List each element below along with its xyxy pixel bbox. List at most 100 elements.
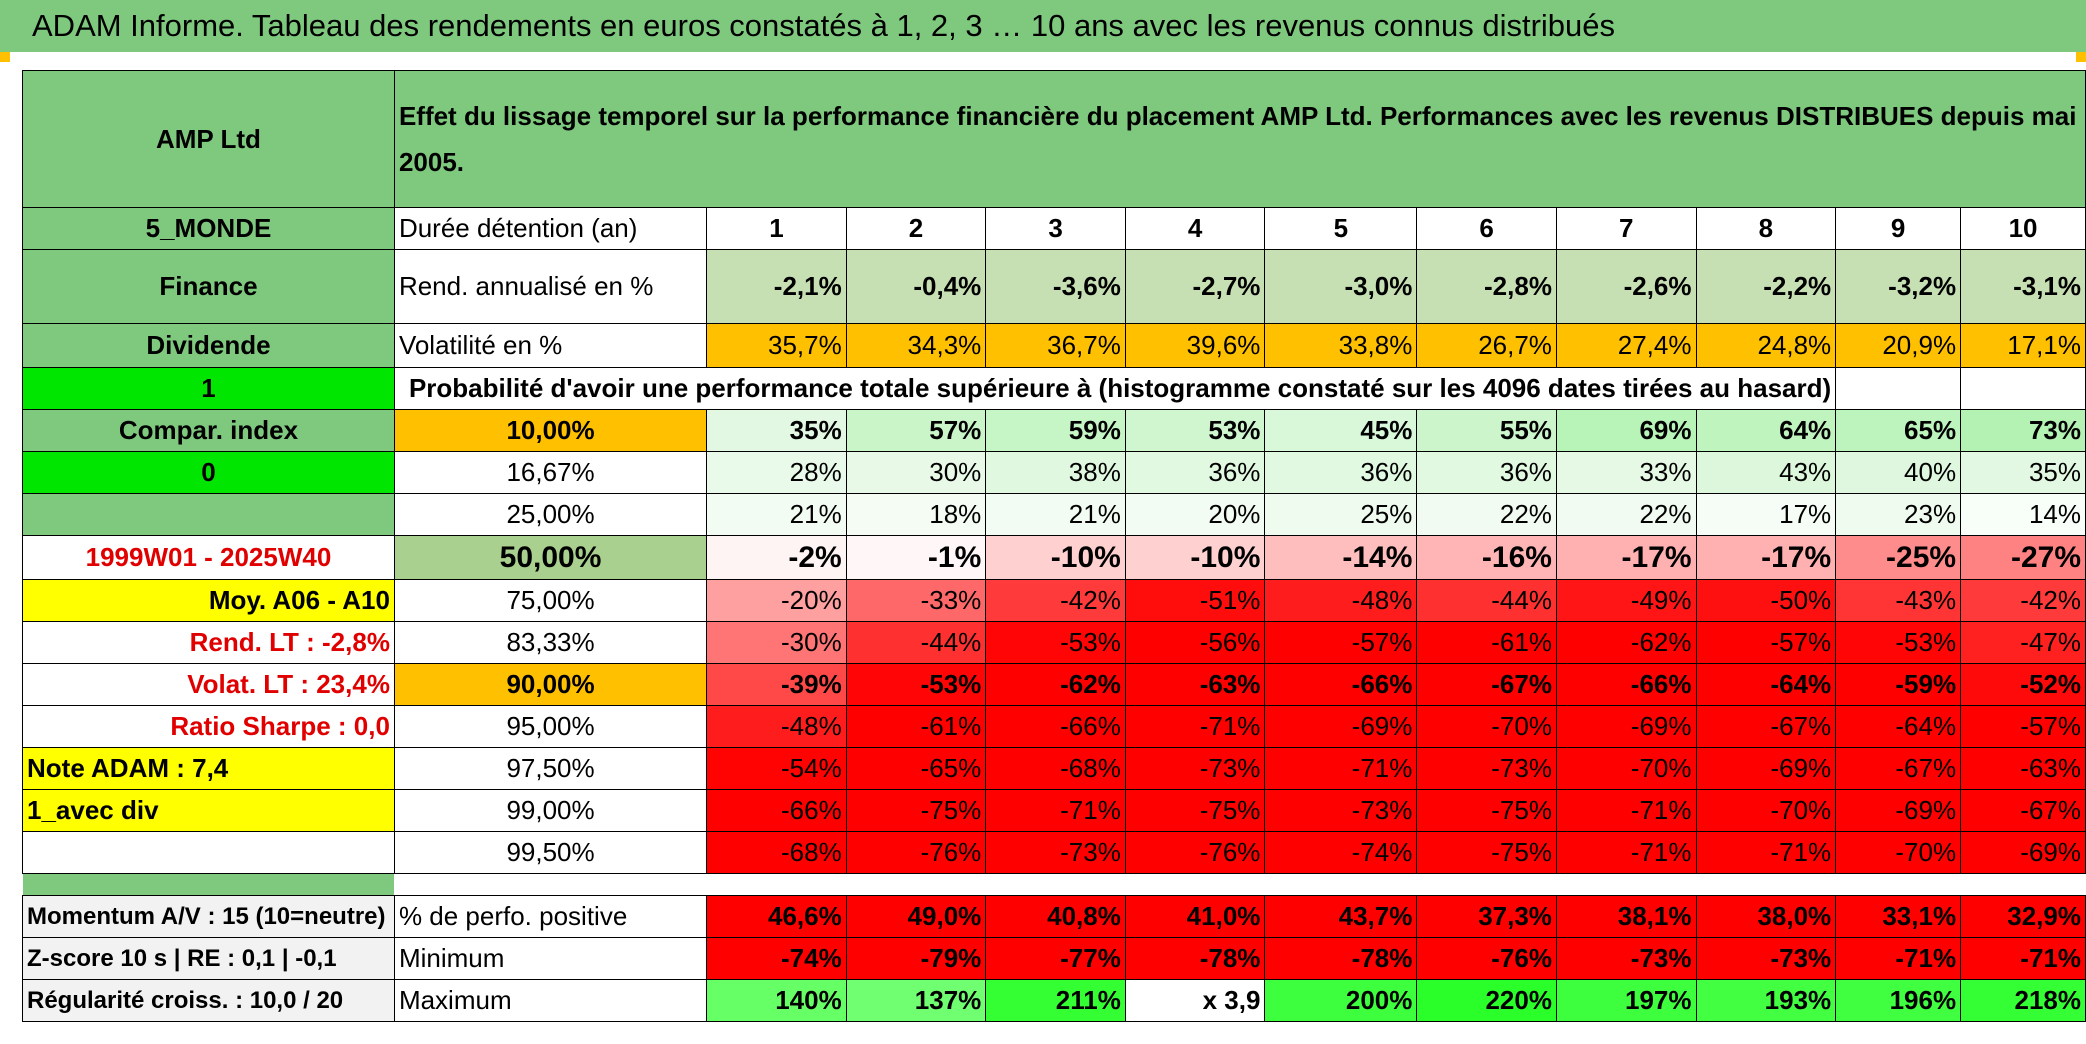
- percentile-value: -64%: [1695, 663, 1837, 706]
- percentile-value: -1%: [845, 535, 987, 580]
- minimum-value: -74%: [706, 937, 847, 980]
- year-header-4: 4: [1124, 207, 1266, 250]
- flag-2-cell: 0: [22, 451, 395, 494]
- percentile-value: 30%: [845, 451, 987, 494]
- positive-value: 38,0%: [1695, 895, 1837, 938]
- percentile-value: -69%: [1555, 705, 1697, 748]
- category-cell: 5_MONDE: [22, 207, 395, 250]
- percentile-value: 23%: [1835, 493, 1962, 536]
- spacer-row: [22, 873, 2086, 896]
- percentile-value: 22%: [1555, 493, 1697, 536]
- regularite-cell: Régularité croiss. : 10,0 / 20: [22, 979, 395, 1022]
- proba-label: Probabilité d'avoir une performance tota…: [393, 367, 1837, 410]
- percentile-value: -10%: [1124, 535, 1266, 580]
- vol-value-10: 17,1%: [1960, 323, 2086, 368]
- percentile-value: 17%: [1695, 493, 1837, 536]
- percentile-value: 21%: [706, 493, 847, 536]
- maximum-value: 200%: [1264, 979, 1418, 1022]
- percentile-value: 14%: [1960, 493, 2086, 536]
- vol-value-6: 26,7%: [1416, 323, 1557, 368]
- sector-cell: Finance: [22, 249, 395, 324]
- minimum-value: -76%: [1416, 937, 1557, 980]
- proba-empty-2: [1960, 367, 2086, 410]
- zscore-cell: Z-score 10 s | RE : 0,1 | -0,1: [22, 937, 395, 980]
- percentile-row: 99,50% -68% -76% -73% -76% -74% -75% -71% -71% -7…: [22, 831, 2086, 874]
- percentile-value: -75%: [845, 789, 987, 832]
- percentile-threshold: 99,00%: [393, 789, 708, 832]
- percentile-value: -69%: [1264, 705, 1418, 748]
- minimum-value: -77%: [985, 937, 1126, 980]
- spacer-green: [22, 873, 395, 896]
- rend-value-3: -3,6%: [985, 249, 1126, 324]
- percentile-value: -66%: [706, 789, 847, 832]
- percentile-value: -48%: [706, 705, 847, 748]
- percentile-value: 73%: [1960, 409, 2086, 452]
- percentile-value: -25%: [1835, 535, 1962, 580]
- percentile-value: 25%: [1264, 493, 1418, 536]
- percentile-value: -76%: [845, 831, 987, 874]
- percentile-row: 0 16,67% 28% 30% 38% 36% 36% 36% 33% 43% 40% 35%: [22, 451, 2086, 494]
- percentile-value: -16%: [1416, 535, 1557, 580]
- positive-value: 40,8%: [985, 895, 1126, 938]
- maximum-label: Maximum: [393, 979, 708, 1022]
- percentile-value: -49%: [1555, 579, 1697, 622]
- percentile-threshold: 90,00%: [393, 663, 708, 706]
- div-cell: 1_avec div: [22, 789, 395, 832]
- percentile-value: 53%: [1124, 409, 1266, 452]
- rend-lt-cell: Rend. LT : -2,8%: [22, 621, 395, 664]
- percentile-value: -50%: [1695, 579, 1837, 622]
- percentile-value: -73%: [1264, 789, 1418, 832]
- positive-value: 43,7%: [1264, 895, 1418, 938]
- percentile-value: -53%: [985, 621, 1126, 664]
- percentile-threshold: 99,50%: [393, 831, 708, 874]
- maximum-value: 193%: [1695, 979, 1837, 1022]
- percentile-value: -70%: [1835, 831, 1962, 874]
- rend-value-10: -3,1%: [1960, 249, 2086, 324]
- period-cell: 1999W01 - 2025W40: [22, 535, 395, 580]
- percentile-value: 57%: [845, 409, 987, 452]
- year-header-9: 9: [1835, 207, 1962, 250]
- percentile-value: -62%: [1555, 621, 1697, 664]
- rend-value-5: -3,0%: [1264, 249, 1418, 324]
- minimum-value: -71%: [1835, 937, 1962, 980]
- percentile-value: -71%: [1264, 747, 1418, 790]
- percentile-value: -70%: [1555, 747, 1697, 790]
- percentile-value: -74%: [1264, 831, 1418, 874]
- percentile-value: -75%: [1124, 789, 1266, 832]
- percentile-value: -44%: [1416, 579, 1557, 622]
- type-cell: Dividende: [22, 323, 395, 368]
- duree-label: Durée détention (an): [393, 207, 708, 250]
- positive-value: 38,1%: [1555, 895, 1697, 938]
- spacer-blank: [394, 873, 2086, 896]
- vol-value-4: 39,6%: [1124, 323, 1266, 368]
- minimum-value: -78%: [1124, 937, 1266, 980]
- percentile-value: -68%: [706, 831, 847, 874]
- rend-value-1: -2,1%: [706, 249, 847, 324]
- percentile-value: 28%: [706, 451, 847, 494]
- frame-corner-tr: [2076, 52, 2086, 62]
- percentile-value: 59%: [985, 409, 1126, 452]
- empty-white-cell: [22, 831, 395, 874]
- note-adam-cell: Note ADAM : 7,4: [22, 747, 395, 790]
- positive-value: 37,3%: [1416, 895, 1557, 938]
- vol-value-7: 27,4%: [1555, 323, 1697, 368]
- percentile-value: -62%: [985, 663, 1126, 706]
- percentile-value: -42%: [1960, 579, 2086, 622]
- performance-table: AMP Ltd Effet du lissage temporel sur la…: [22, 70, 2086, 1022]
- maximum-value: 211%: [985, 979, 1126, 1022]
- rend-value-8: -2,2%: [1695, 249, 1837, 324]
- percentile-value: -63%: [1124, 663, 1266, 706]
- percentile-value: -57%: [1695, 621, 1837, 664]
- vol-value-8: 24,8%: [1695, 323, 1837, 368]
- vol-value-3: 36,7%: [985, 323, 1126, 368]
- percentile-value: 43%: [1695, 451, 1837, 494]
- percentile-value: -17%: [1695, 535, 1837, 580]
- percentile-value: -71%: [1555, 789, 1697, 832]
- percentile-value: -27%: [1960, 535, 2086, 580]
- percentile-value: -71%: [985, 789, 1126, 832]
- percentile-value: 55%: [1416, 409, 1557, 452]
- percentile-value: 64%: [1695, 409, 1837, 452]
- positive-value: 32,9%: [1960, 895, 2086, 938]
- rend-value-7: -2,6%: [1555, 249, 1697, 324]
- year-header-3: 3: [985, 207, 1126, 250]
